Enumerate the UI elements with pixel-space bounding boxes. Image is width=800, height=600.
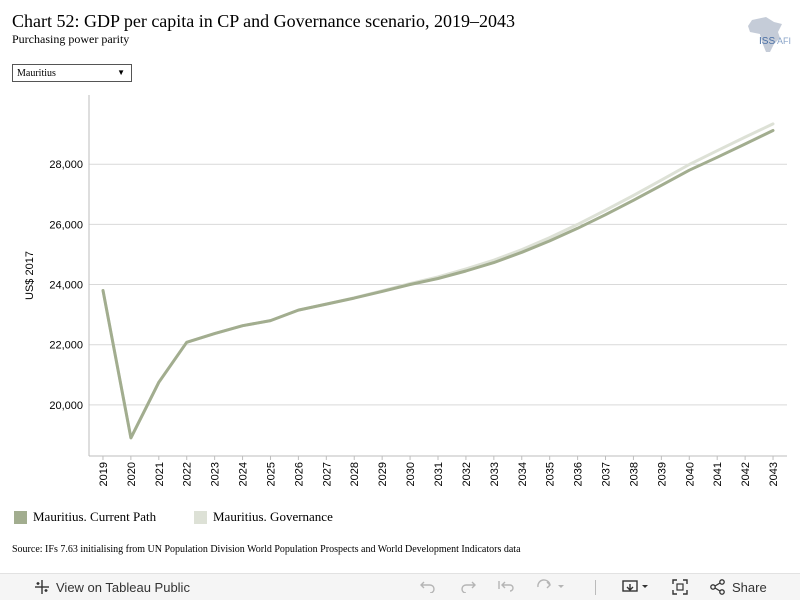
x-tick-label: 2039 (656, 462, 668, 486)
revert-button[interactable] (498, 579, 516, 593)
share-icon (710, 579, 725, 595)
x-tick-label: 2032 (461, 462, 473, 486)
x-tick-label: 2028 (349, 462, 361, 486)
x-tick-label: 2024 (238, 462, 250, 486)
refresh-icon (537, 579, 564, 589)
toolbar-separator (595, 580, 596, 595)
refresh-button[interactable] (536, 579, 566, 593)
x-tick-label: 2029 (377, 462, 389, 486)
source-note: Source: IFs 7.63 initialising from UN Po… (12, 544, 521, 555)
view-on-tableau-link[interactable]: View on Tableau Public (34, 579, 190, 595)
y-tick-label: 24,000 (49, 280, 83, 292)
svg-text:AFI: AFI (777, 36, 791, 46)
y-tick-label: 28,000 (49, 159, 83, 171)
chevron-down-icon: ▼ (117, 68, 125, 77)
legend-item-governance[interactable]: Mauritius. Governance (194, 509, 333, 525)
redo-button[interactable] (460, 579, 476, 593)
tableau-logo-icon (35, 580, 49, 594)
legend-item-current-path[interactable]: Mauritius. Current Path (14, 509, 156, 525)
chart-title: Chart 52: GDP per capita in CP and Gover… (12, 11, 516, 31)
africa-map-icon (748, 17, 782, 52)
y-tick-label: 26,000 (49, 219, 83, 231)
tableau-toolbar: View on Tableau Public Share (0, 573, 800, 600)
country-select[interactable]: Mauritius ▼ (12, 64, 132, 82)
logo-text: ISS (759, 36, 775, 47)
x-tick-label: 2043 (768, 462, 780, 486)
x-tick-label: 2042 (740, 462, 752, 486)
x-tick-label: 2040 (684, 462, 696, 486)
fullscreen-button[interactable] (672, 579, 688, 595)
share-button[interactable]: Share (710, 579, 767, 595)
y-tick-label: 20,000 (49, 400, 83, 412)
x-tick-label: 2030 (405, 462, 417, 486)
x-tick-label: 2031 (433, 462, 445, 486)
legend-swatch (14, 510, 27, 524)
x-tick-label: 2026 (293, 462, 305, 486)
x-tick-label: 2023 (210, 462, 222, 486)
redo-icon (461, 581, 476, 593)
undo-icon (420, 581, 435, 593)
view-on-tableau-label: View on Tableau Public (56, 579, 190, 595)
revert-icon (498, 581, 514, 592)
line-chart: 20,000 22,000 24,000 26,000 28,000 2019 2020 20… (24, 95, 787, 486)
x-tick-label: 2038 (628, 462, 640, 486)
x-tick-label: 2019 (98, 462, 110, 486)
y-tick-label: 22,000 (49, 340, 83, 352)
x-tick-label: 2033 (489, 462, 501, 486)
legend-label: Mauritius. Current Path (33, 509, 157, 524)
x-tick-label: 2037 (601, 462, 613, 486)
series-line-governance[interactable] (101, 122, 775, 440)
x-tick-label: 2034 (517, 462, 529, 486)
x-tick-label: 2025 (265, 462, 277, 486)
country-select-value: Mauritius (17, 67, 56, 79)
fullscreen-icon (672, 579, 688, 595)
x-tick-label: 2020 (126, 462, 138, 486)
chart-subtitle: Purchasing power parity (12, 32, 130, 46)
x-tick-label: 2035 (545, 462, 557, 486)
download-button[interactable] (622, 579, 652, 595)
x-tick-label: 2027 (321, 462, 333, 486)
legend-swatch (194, 510, 207, 524)
series-line-current-path[interactable] (101, 129, 775, 440)
iss-africa-logo: ISS AFI (748, 17, 791, 52)
download-icon (622, 580, 648, 592)
y-axis-label: US$ 2017 (24, 251, 36, 300)
x-tick-label: 2021 (154, 462, 166, 486)
share-label: Share (732, 579, 767, 595)
x-tick-label: 2036 (573, 462, 585, 486)
x-tick-label: 2022 (182, 462, 194, 486)
legend-label: Mauritius. Governance (213, 509, 333, 524)
undo-button[interactable] (420, 579, 436, 593)
x-tick-label: 2041 (712, 462, 724, 486)
